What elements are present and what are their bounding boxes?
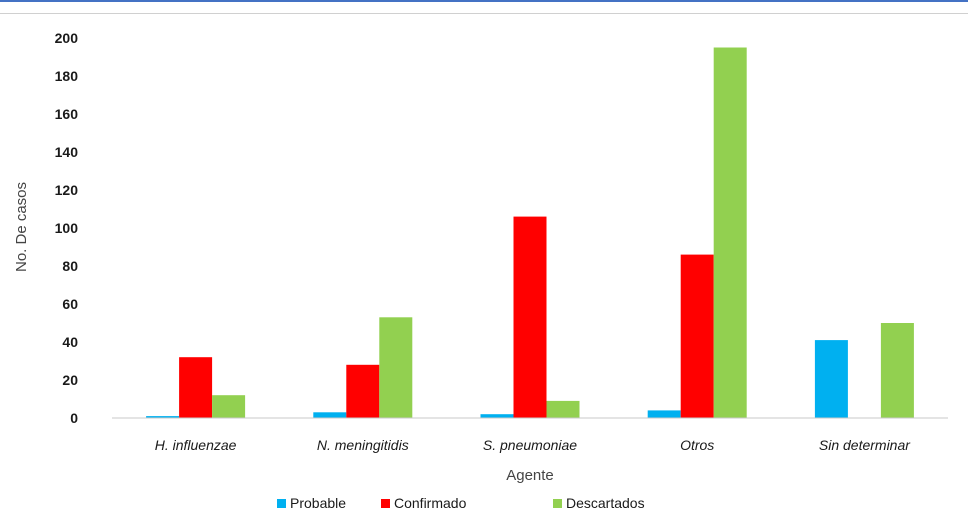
- bar-probable-4: [647, 410, 681, 418]
- legend: Probable Confirmado Descartados: [277, 495, 645, 511]
- bar-descartados-5: [880, 323, 914, 418]
- y-axis-title: No. De casos: [13, 182, 30, 272]
- x-tick-label: N. meningitidis: [317, 437, 409, 453]
- legend-swatch-confirmado: [381, 499, 390, 508]
- y-tick-label: 180: [55, 68, 79, 84]
- bar-probable-1: [146, 416, 180, 418]
- x-axis-ticks: H. influenzae N. meningitidis S. pneumonia…: [155, 437, 912, 453]
- legend-label-descartados: Descartados: [566, 495, 645, 511]
- bar-descartados-1: [212, 395, 246, 418]
- legend-swatch-descartados: [553, 499, 562, 508]
- bar-probable-2: [313, 412, 347, 418]
- legend-swatch-probable: [277, 499, 286, 508]
- y-tick-label: 20: [62, 372, 78, 388]
- bar-confirmado-1: [179, 357, 213, 418]
- bars: [146, 47, 914, 418]
- bar-descartados-2: [379, 317, 413, 418]
- y-tick-label: 100: [55, 220, 79, 236]
- y-tick-label: 160: [55, 106, 79, 122]
- y-tick-label: 80: [62, 258, 78, 274]
- y-tick-label: 200: [55, 30, 79, 46]
- bar-confirmado-2: [346, 364, 380, 418]
- x-axis-title: Agente: [506, 467, 554, 484]
- x-tick-label: Otros: [680, 437, 714, 453]
- y-tick-label: 60: [62, 296, 78, 312]
- y-tick-label: 140: [55, 144, 79, 160]
- y-tick-label: 120: [55, 182, 79, 198]
- bar-confirmado-4: [680, 254, 714, 418]
- x-tick-label: S. pneumoniae: [483, 437, 577, 453]
- x-tick-label: Sin determinar: [819, 437, 911, 453]
- y-axis-ticks: 0 20 40 60 80 100 120 140 160 180 200: [55, 30, 79, 426]
- x-tick-label: H. influenzae: [155, 437, 237, 453]
- legend-label-confirmado: Confirmado: [394, 495, 467, 511]
- y-tick-label: 0: [70, 410, 78, 426]
- bar-probable-5: [814, 340, 848, 418]
- window-top-border: [0, 0, 968, 14]
- bar-probable-3: [480, 414, 514, 418]
- bar-descartados-3: [546, 400, 580, 418]
- legend-label-probable: Probable: [290, 495, 346, 511]
- bar-confirmado-3: [513, 216, 547, 418]
- y-tick-label: 40: [62, 334, 78, 350]
- bar-descartados-4: [713, 47, 747, 418]
